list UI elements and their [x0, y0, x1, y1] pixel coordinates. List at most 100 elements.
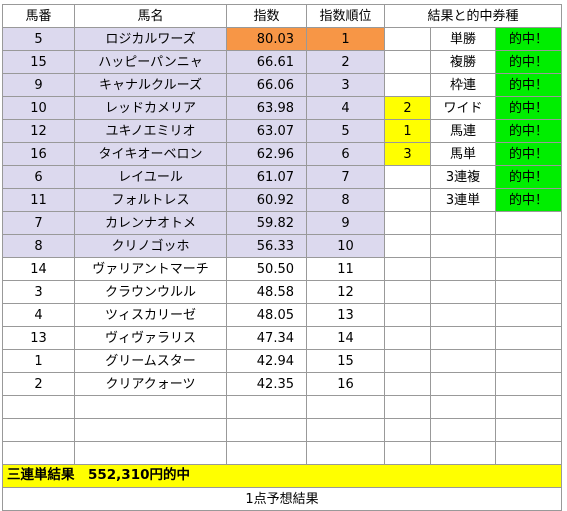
- horse-name: ヴィヴァラリス: [74, 326, 227, 350]
- empty-cell: [74, 395, 227, 419]
- empty-cell: [2, 395, 75, 419]
- horse-name: タイキオーベロン: [74, 142, 227, 166]
- empty-cell: [226, 441, 307, 465]
- empty-cell: [384, 418, 431, 442]
- bet-type: 3連複: [430, 165, 496, 189]
- horse-name: ヴァリアントマーチ: [74, 257, 227, 281]
- horse-index: 63.07: [226, 119, 307, 143]
- horse-index-rank: 4: [306, 96, 385, 120]
- empty-cell: [226, 395, 307, 419]
- horse-index: 63.98: [226, 96, 307, 120]
- header-row: 馬番 馬名 指数 指数順位 結果と的中券種: [2, 4, 562, 28]
- empty-cell: [306, 441, 385, 465]
- horse-number: 2: [2, 372, 75, 396]
- result-placing: [384, 73, 431, 97]
- horse-index-rank: 15: [306, 349, 385, 373]
- horse-index: 47.34: [226, 326, 307, 350]
- empty-cell: [384, 211, 431, 235]
- horse-name: ハッピーパンニャ: [74, 50, 227, 74]
- horse-index: 61.07: [226, 165, 307, 189]
- horse-row: 3 クラウンウルル 48.58 12: [2, 280, 562, 304]
- empty-cell: [430, 211, 496, 235]
- result-placing: [384, 50, 431, 74]
- empty-cell: [384, 303, 431, 327]
- empty-cell: [430, 418, 496, 442]
- horse-index-rank: 16: [306, 372, 385, 396]
- horse-row: 1 グリームスター 42.94 15: [2, 349, 562, 373]
- horse-name: ツィスカリーゼ: [74, 303, 227, 327]
- hit-badge: 的中！: [495, 188, 562, 212]
- empty-cell: [430, 326, 496, 350]
- hit-badge: 的中！: [495, 96, 562, 120]
- empty-cell: [430, 257, 496, 281]
- horse-index-rank: 8: [306, 188, 385, 212]
- horse-number: 15: [2, 50, 75, 74]
- result-placing: [384, 165, 431, 189]
- horse-index-rank: 14: [306, 326, 385, 350]
- header-index: 指数: [226, 4, 307, 28]
- empty-cell: [74, 418, 227, 442]
- empty-cell: [2, 441, 75, 465]
- hit-badge: 的中！: [495, 165, 562, 189]
- footer-row: 1点予想結果: [2, 487, 562, 511]
- hit-badge: 的中！: [495, 27, 562, 51]
- header-horse-number: 馬番: [2, 4, 75, 28]
- horse-name: グリームスター: [74, 349, 227, 373]
- horse-name: クリアクォーツ: [74, 372, 227, 396]
- empty-cell: [384, 234, 431, 258]
- bet-type: 複勝: [430, 50, 496, 74]
- result-placing: 2: [384, 96, 431, 120]
- horse-number: 5: [2, 27, 75, 51]
- empty-cell: [495, 372, 562, 396]
- empty-cell: [384, 349, 431, 373]
- empty-cell: [384, 372, 431, 396]
- empty-cell: [384, 326, 431, 350]
- header-result-bet-types: 結果と的中券種: [384, 4, 562, 28]
- empty-cell: [384, 395, 431, 419]
- bet-type: ワイド: [430, 96, 496, 120]
- horse-index-rank: 5: [306, 119, 385, 143]
- footer-caption: 1点予想結果: [2, 487, 562, 511]
- prediction-results-table: 馬番 馬名 指数 指数順位 結果と的中券種 5 ロジカルワーズ 80.03 1 単勝 的中…: [2, 4, 562, 511]
- empty-cell: [430, 303, 496, 327]
- hit-badge: 的中！: [495, 119, 562, 143]
- header-index-rank: 指数順位: [306, 4, 385, 28]
- empty-cell: [384, 441, 431, 465]
- empty-cell: [306, 418, 385, 442]
- horse-number: 14: [2, 257, 75, 281]
- empty-row: [2, 418, 562, 442]
- horse-index-rank: 3: [306, 73, 385, 97]
- horse-name: クリノゴッホ: [74, 234, 227, 258]
- horse-name: ロジカルワーズ: [74, 27, 227, 51]
- horse-number: 10: [2, 96, 75, 120]
- header-horse-name: 馬名: [74, 4, 227, 28]
- horse-number: 3: [2, 280, 75, 304]
- horse-name: フォルトレス: [74, 188, 227, 212]
- horse-index-rank: 7: [306, 165, 385, 189]
- empty-cell: [430, 395, 496, 419]
- trifecta-result-banner: 三連単結果 552,310円的中: [2, 464, 562, 488]
- horse-index: 59.82: [226, 211, 307, 235]
- horse-name: レッドカメリア: [74, 96, 227, 120]
- empty-row: [2, 395, 562, 419]
- horse-index-rank: 2: [306, 50, 385, 74]
- horse-row: 6 レイユール 61.07 7 3連複 的中！: [2, 165, 562, 189]
- result-placing: [384, 188, 431, 212]
- empty-cell: [2, 418, 75, 442]
- result-placing: 1: [384, 119, 431, 143]
- empty-cell: [430, 234, 496, 258]
- empty-cell: [430, 441, 496, 465]
- hit-badge: 的中！: [495, 142, 562, 166]
- horse-row: 7 カレンナオトメ 59.82 9: [2, 211, 562, 235]
- empty-cell: [226, 418, 307, 442]
- horse-index: 48.58: [226, 280, 307, 304]
- horse-number: 12: [2, 119, 75, 143]
- empty-cell: [430, 372, 496, 396]
- horse-index: 42.35: [226, 372, 307, 396]
- empty-cell: [495, 211, 562, 235]
- trifecta-result-banner-row: 三連単結果 552,310円的中: [2, 464, 562, 488]
- horse-index: 42.94: [226, 349, 307, 373]
- horse-row: 15 ハッピーパンニャ 66.61 2 複勝 的中！: [2, 50, 562, 74]
- empty-cell: [495, 395, 562, 419]
- bet-type: 3連単: [430, 188, 496, 212]
